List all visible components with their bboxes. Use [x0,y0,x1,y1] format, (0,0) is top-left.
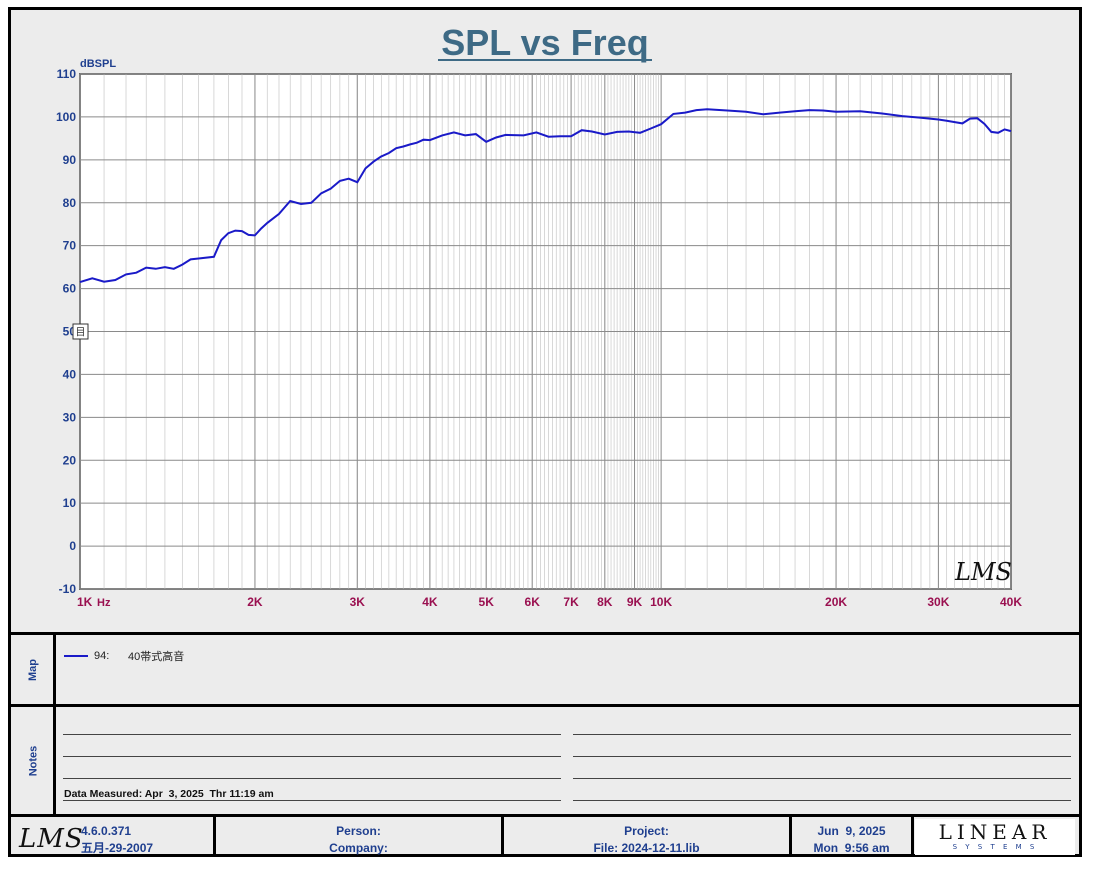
note-line [573,800,1071,801]
chart-title: SPL vs Freq [441,22,648,63]
x-tick-label: 6K [525,595,541,609]
app-version: 4.6.0.371 [81,824,132,838]
svg-text:目: 目 [76,328,86,339]
y-tick-label: 110 [57,67,77,81]
brand-bottom: S Y S T E M S [952,843,1038,851]
map-legend-entry[interactable]: 94: 40帯式高音 [64,648,184,664]
note-line [63,734,561,735]
legend-entry-id: 94: [94,650,110,662]
x-tick-label: 9K [627,595,643,609]
note-line [573,756,1071,757]
y-tick-label: 80 [63,196,77,210]
spl-series-line [79,108,1012,284]
person-cell: Person: Company: [216,823,501,857]
y-tick-label: 90 [63,153,77,167]
x-tick-label: 30K [927,595,949,609]
x-tick-label: 5K [479,595,495,609]
data-measured-text: Data Measured: Apr 3, 2025 Thr 11:19 am [64,788,274,800]
y-tick-label: 30 [63,410,77,424]
legend-entry-name: 40帯式高音 [128,651,185,663]
app-date: 五月-29-2007 [81,841,154,855]
footer-divider [789,817,792,857]
y-tick-label: 10 [63,496,77,510]
x-tick-label: 1K [77,595,93,609]
footer-time: Mon 9:56 am [813,841,890,855]
x-tick-label: 20K [825,595,847,609]
app-version-cell: 4.6.0.371 五月-29-2007 [81,823,211,857]
lms-watermark: LMS [954,558,1012,586]
y-tick-label: 60 [63,282,77,296]
y-tick-label: 40 [63,367,77,381]
divider-notes-footer [11,814,1079,817]
x-tick-label: 8K [597,595,613,609]
x-tick-label: 3K [350,595,366,609]
file-label: File: 2024-12-11.lib [593,841,700,855]
note-line [63,800,561,801]
legend-line-swatch [64,655,88,657]
x-tick-label: 10K [650,595,672,609]
x-tick-labels: 1K 2K 3K 4K 5K 6K 7K 8K 9K 10K 20K 30K 40K [77,595,1022,609]
person-label: Person: [336,824,381,838]
x-tick-label: 4K [422,595,438,609]
lms-footer-logo: LMS [19,824,84,854]
divider-map-notes [11,704,1079,707]
project-label: Project: [624,824,669,838]
project-cell: Project: File: 2024-12-11.lib [504,823,789,857]
footer-divider [213,817,216,857]
note-line [573,778,1071,779]
date-cell: Jun 9, 2025 Mon 9:56 am [792,823,911,857]
y-tick-label: 20 [63,453,77,467]
note-line [63,756,561,757]
divider-chart-map [11,632,1079,635]
y-tick-label: 70 [63,239,77,253]
grid [79,73,1012,590]
x-tick-label: 7K [563,595,579,609]
y-axis-label: dBSPL [80,58,116,70]
x-tick-label: 40K [1000,595,1022,609]
y-tick-label: 100 [56,110,76,124]
cursor-marker[interactable]: 目 [72,323,89,340]
y-tick-label: 0 [69,539,76,553]
footer-date: Jun 9, 2025 [817,824,886,838]
linear-systems-logo: LINEAR S Y S T E M S [915,819,1075,855]
brand-top: LINEAR [938,820,1052,844]
footer-divider [911,817,914,857]
divider-side-labels [53,635,56,814]
x-tick-label: 2K [247,595,263,609]
footer-divider [501,817,504,857]
company-label: Company: [329,841,388,855]
note-line [573,734,1071,735]
y-tick-label: -10 [59,582,77,596]
note-line [63,778,561,779]
x-axis-unit-label: Hz [97,597,111,609]
